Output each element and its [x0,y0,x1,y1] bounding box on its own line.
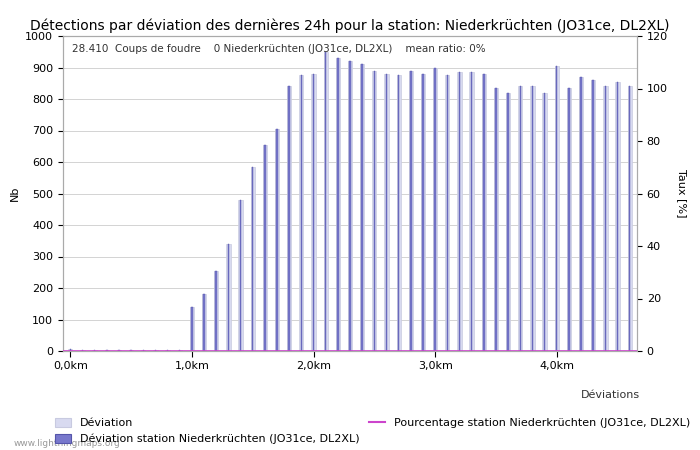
Title: Détections par déviation des dernières 24h pour la station: Niederkrüchten (JO31: Détections par déviation des dernières 2… [30,19,670,33]
Bar [580,77,582,351]
Bar [508,93,509,351]
Bar [568,88,570,351]
Bar [591,80,595,351]
Bar [325,52,326,351]
Bar [542,93,547,351]
Bar [435,68,436,351]
Bar [445,75,449,351]
Bar [203,294,205,351]
Bar [191,307,193,351]
Bar [458,72,460,351]
Bar [287,86,291,351]
Bar [372,71,377,351]
Bar [361,64,363,351]
Bar [228,244,229,351]
Bar [384,74,388,351]
Bar [337,58,339,351]
Y-axis label: Taux [%]: Taux [%] [678,169,687,218]
Bar [617,82,618,351]
Bar [190,307,194,351]
Bar [288,86,290,351]
Bar [202,294,206,351]
Bar [252,167,253,351]
Bar [349,61,351,351]
Bar [470,72,474,351]
Legend: Déviation, Déviation station Niederkrüchten (JO31ce, DL2XL), Pourcentage station: Déviation, Déviation station Niederkrüch… [55,418,690,445]
Bar [544,93,545,351]
Y-axis label: Nb: Nb [10,186,20,201]
Text: www.lightningmaps.org: www.lightningmaps.org [14,439,120,448]
Text: Déviations: Déviations [582,390,640,400]
Bar [348,61,352,351]
Bar [299,75,304,351]
Bar [495,88,497,351]
Bar [398,75,400,351]
Bar [567,88,571,351]
Bar [615,82,620,351]
Bar [374,71,375,351]
Bar [313,74,314,351]
Text: 28.410  Coups de foudre    0 Niederkrüchten (JO31ce, DL2XL)    mean ratio: 0%: 28.410 Coups de foudre 0 Niederkrüchten … [71,44,485,54]
Bar [629,86,631,351]
Bar [410,71,412,351]
Bar [396,75,401,351]
Bar [239,200,243,351]
Bar [519,86,521,351]
Bar [628,86,632,351]
Bar [360,64,364,351]
Bar [603,86,608,351]
Bar [216,271,217,351]
Bar [506,93,510,351]
Bar [471,72,472,351]
Bar [554,66,559,351]
Bar [68,349,72,351]
Bar [556,66,557,351]
Bar [483,74,484,351]
Bar [531,86,535,351]
Bar [482,74,486,351]
Bar [518,86,522,351]
Bar [579,77,583,351]
Bar [457,72,461,351]
Bar [69,349,71,351]
Bar [336,58,340,351]
Bar [240,200,241,351]
Bar [433,68,438,351]
Bar [605,86,606,351]
Bar [323,52,328,351]
Bar [532,86,533,351]
Bar [262,145,267,351]
Bar [409,71,413,351]
Bar [264,145,265,351]
Bar [494,88,498,351]
Bar [300,75,302,351]
Bar [422,74,423,351]
Bar [276,129,278,351]
Bar [214,271,218,351]
Bar [386,74,387,351]
Bar [226,244,230,351]
Bar [251,167,255,351]
Bar [421,74,425,351]
Bar [312,74,316,351]
Bar [592,80,594,351]
Bar [275,129,279,351]
Bar [447,75,448,351]
